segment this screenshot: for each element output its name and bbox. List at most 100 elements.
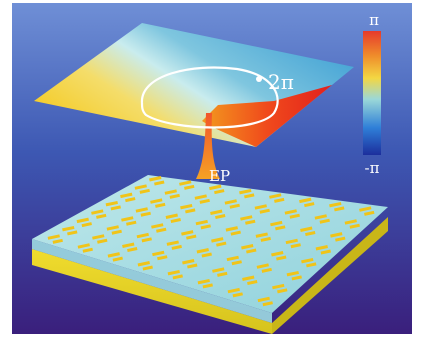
resonator-bar [224, 199, 237, 205]
resonator-bar [127, 247, 138, 253]
resonator-bar [170, 218, 181, 224]
resonator-element [254, 204, 270, 214]
resonator-bar [260, 236, 271, 242]
resonator-element [227, 287, 243, 298]
resonator-bar [290, 243, 301, 249]
resonator-bar [226, 255, 239, 262]
resonator-bar [126, 220, 137, 226]
resonator-bar [67, 230, 78, 236]
resonator-bar [172, 274, 183, 280]
resonator-element [152, 250, 168, 261]
resonator-bar [246, 248, 257, 254]
resonator-element [285, 238, 301, 249]
resonator-element [165, 213, 181, 224]
phase-surface [34, 23, 354, 179]
resonator-bar [106, 225, 119, 231]
resonator-bar [245, 219, 256, 225]
resonator-bar [285, 238, 298, 245]
resonator-bar [194, 194, 207, 200]
resonator-element [179, 180, 195, 190]
resonator-bar [77, 243, 90, 249]
resonator-bar [255, 232, 268, 238]
resonator-bar [137, 261, 150, 267]
resonator-bar [277, 288, 288, 294]
resonator-element [210, 209, 226, 220]
resonator-element [270, 220, 286, 231]
resonator-element [225, 226, 241, 236]
resonator-bar [149, 176, 162, 182]
resonator-bar [200, 224, 211, 230]
resonator-bar [269, 193, 282, 199]
resonator-bar [91, 209, 104, 215]
resonator-bar [241, 244, 254, 250]
resonator-element [272, 283, 288, 294]
resonator-bar [256, 263, 269, 269]
resonator-element [180, 203, 196, 214]
resonator-bar [164, 189, 177, 195]
resonator-element [166, 240, 182, 250]
resonator-bar [122, 242, 135, 248]
phase-red-region [202, 85, 332, 147]
slab-top-edge [32, 239, 272, 323]
resonator-bar [217, 271, 228, 277]
resonator-element [330, 232, 346, 242]
resonator-bar [209, 184, 222, 191]
figure: 2π EP π -π [12, 3, 412, 334]
loop-label: 2π [268, 70, 294, 94]
resonator-bar [275, 225, 286, 231]
resonator-bar [232, 292, 243, 298]
resonator-element [315, 245, 331, 255]
resonator-bar [225, 226, 238, 232]
resonator-bar [156, 227, 167, 233]
resonator-bar [107, 252, 120, 258]
resonator-bar [97, 238, 108, 244]
resonator-element [242, 275, 258, 286]
resonator-bar [244, 193, 255, 199]
resonator-element [150, 198, 166, 208]
resonator-element [77, 243, 93, 253]
resonator-bar [270, 220, 283, 227]
resonator-bar [76, 217, 89, 224]
resonator-bar [167, 269, 180, 276]
resonator-bar [289, 213, 300, 219]
resonator-element [194, 194, 210, 204]
resonator-bar [141, 237, 152, 243]
resonator-bar [166, 240, 179, 246]
resonator-element [241, 244, 257, 254]
resonator-bar [284, 209, 297, 215]
resonator-bar [151, 223, 164, 229]
resonator-bar [140, 211, 151, 217]
resonator-bar [135, 207, 148, 213]
resonator-bar [181, 230, 194, 236]
resonator-bar [299, 197, 312, 204]
resonator-element [137, 261, 153, 271]
resonator-bar [201, 252, 212, 258]
resonator-bar [330, 232, 343, 238]
resonator-bar [216, 241, 227, 247]
resonator-bar [314, 214, 327, 220]
resonator-bar [239, 188, 252, 195]
resonator-bar [47, 234, 60, 240]
resonator-bar [155, 202, 166, 208]
resonator-bar [231, 260, 242, 266]
resonator-bar [195, 219, 208, 226]
resonator-element [167, 269, 183, 280]
resonator-bar [305, 231, 316, 237]
resonator-bar [261, 267, 272, 273]
resonator-element [135, 207, 151, 217]
loop-arrow-icon [256, 76, 262, 82]
resonator-bar [180, 203, 193, 210]
resonator-bar [52, 238, 63, 244]
resonator-bar [320, 249, 331, 255]
resonator-bar [197, 278, 210, 285]
resonator-bar [286, 270, 299, 277]
resonator-bar [112, 256, 123, 262]
resonator-element [120, 192, 136, 203]
resonator-element [91, 209, 107, 219]
resonator-bar [150, 198, 163, 204]
resonator-bar [169, 193, 180, 199]
resonator-bar [300, 226, 313, 232]
resonator-element [164, 189, 180, 199]
slab-front-side [32, 249, 272, 334]
resonator-element [284, 209, 300, 219]
